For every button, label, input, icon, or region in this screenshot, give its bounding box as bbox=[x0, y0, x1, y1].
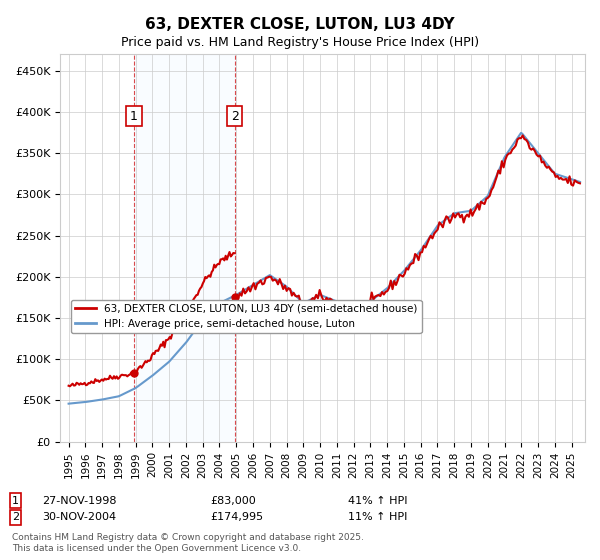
Text: 1: 1 bbox=[130, 110, 138, 123]
Text: Contains HM Land Registry data © Crown copyright and database right 2025.
This d: Contains HM Land Registry data © Crown c… bbox=[12, 533, 364, 553]
Text: £174,995: £174,995 bbox=[210, 512, 263, 522]
Text: 11% ↑ HPI: 11% ↑ HPI bbox=[348, 512, 407, 522]
Text: 2: 2 bbox=[230, 110, 239, 123]
Bar bbox=[134, 54, 235, 442]
Text: £83,000: £83,000 bbox=[210, 496, 256, 506]
Text: 1: 1 bbox=[12, 496, 19, 506]
Text: 27-NOV-1998: 27-NOV-1998 bbox=[42, 496, 116, 506]
Text: 30-NOV-2004: 30-NOV-2004 bbox=[42, 512, 116, 522]
Legend: 63, DEXTER CLOSE, LUTON, LU3 4DY (semi-detached house), HPI: Average price, semi: 63, DEXTER CLOSE, LUTON, LU3 4DY (semi-d… bbox=[71, 300, 422, 333]
Text: Price paid vs. HM Land Registry's House Price Index (HPI): Price paid vs. HM Land Registry's House … bbox=[121, 36, 479, 49]
Text: 63, DEXTER CLOSE, LUTON, LU3 4DY: 63, DEXTER CLOSE, LUTON, LU3 4DY bbox=[145, 17, 455, 32]
Text: 2: 2 bbox=[12, 512, 19, 522]
Text: 41% ↑ HPI: 41% ↑ HPI bbox=[348, 496, 407, 506]
